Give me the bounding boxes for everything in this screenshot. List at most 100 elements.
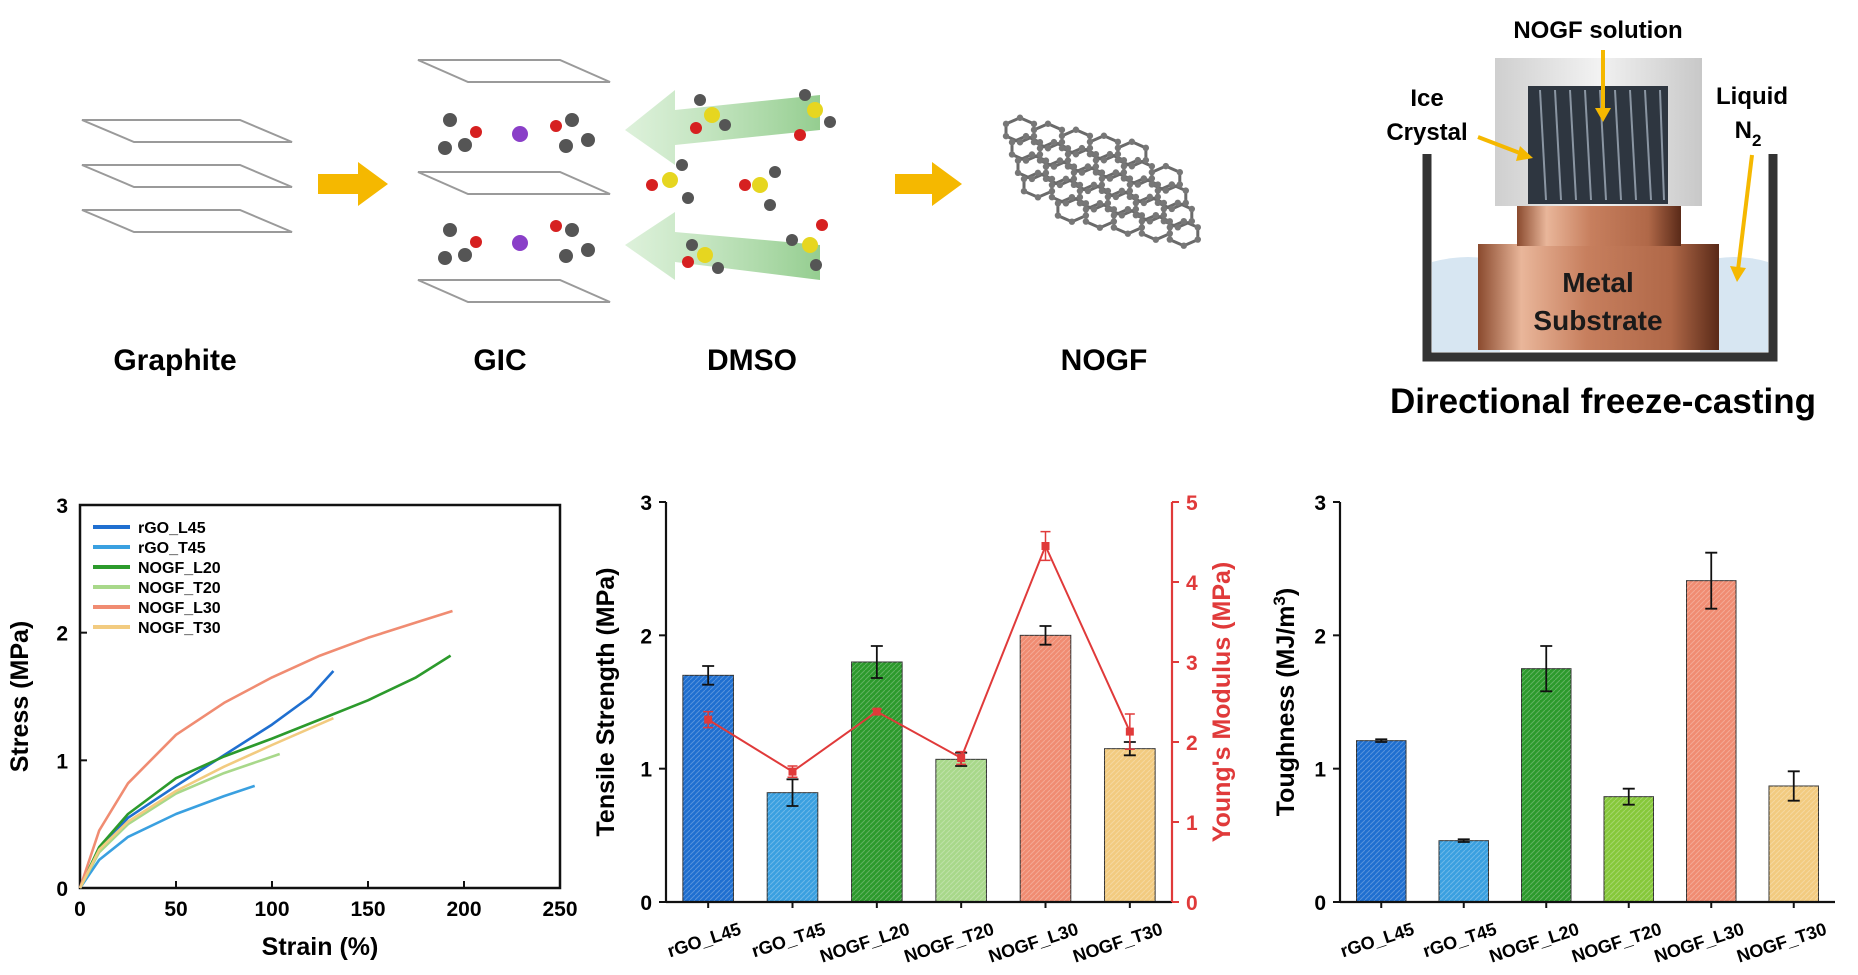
nogf-atom [1070,169,1078,176]
nogf-atom [1070,175,1078,183]
nogf-atom [1128,163,1136,170]
error-bar [786,778,799,807]
chart3-bars [1356,551,1819,903]
nogf-atom [1058,132,1066,140]
nogf-atom [1120,175,1128,182]
nogf-atom [1166,224,1174,231]
tensile-modulus-chart: 0 1 2 3 rGO_L45 rGO_T45NOGF_L20NOGF_T20NOGF_L… [592,492,1236,967]
error-bar [1457,838,1470,843]
nogf-solution-column [1528,86,1668,204]
chart1-legend-entry: rGO_L45 [138,520,206,537]
nogf-atom [1110,206,1118,213]
nogf-atom [1112,169,1120,176]
chart2-left-axis-label: Tensile Strength (MPa) [592,567,620,836]
nogf-atom [1068,218,1076,225]
category-label: NOGF_L30 [986,919,1081,967]
nogf-atom [1076,181,1084,189]
nogf-atom [1124,230,1132,237]
y-tick-label: 2 [640,625,652,648]
nogf-atom [1034,169,1042,177]
modulus-point [704,715,713,724]
chart1-legend-entry: rGO_T45 [138,540,206,557]
nogf-atom [1082,212,1090,219]
nogf-atom [1126,175,1134,182]
nogf-atom [1134,156,1142,164]
nogf-atom [1126,193,1134,201]
nogf-atom [1098,181,1106,189]
nogf-atom [1092,163,1100,170]
dmso-illustration [625,89,836,280]
nogf-atom [1048,188,1056,195]
nogf-atom [1114,138,1122,146]
error-bar [1622,787,1635,806]
nogf-atom [1098,187,1106,195]
nogf-atom [1078,169,1086,176]
nogf-atom [1188,205,1196,213]
nogf-atom [1110,212,1118,219]
chart1-x-tick-label: 250 [542,898,577,921]
nogf-atom [1180,242,1188,249]
nogf-atom [1086,144,1094,152]
nogf-atom [1106,150,1114,158]
nogf-atom [1100,157,1108,164]
freeze-casting-title: Directional freeze-casting [1390,382,1816,421]
chart1-legend: rGO_L45 rGO_T45 NOGF_L20 NOGF_T20 NOGF_L30 NO… [93,520,221,637]
bar-texture [1769,786,1819,902]
nogf-atom [1194,236,1201,243]
nogf-atom [1086,150,1094,158]
nogf-atom [1140,175,1148,182]
nogf-atom [1132,206,1140,213]
nogf-atom [1086,138,1094,146]
nogf-label: NOGF [1061,344,1148,377]
right-y-tick-label: 0 [1186,892,1198,915]
bar-texture [851,662,903,902]
nogf-atom [1110,224,1118,231]
nogf-atom [1154,199,1162,207]
chart1-series [78,609,453,889]
nogf-atom [1104,187,1112,195]
modulus-line [707,543,1131,773]
nogf-atom [1154,187,1162,194]
ice-crystal-label-line1: Ice [1410,85,1443,112]
nogf-atom [1002,120,1010,128]
chart1-x-tick-label: 150 [350,898,385,921]
nogf-atom [1120,157,1128,164]
metal-label-line1: Metal [1562,267,1634,298]
category-label: rGO_T45 [1420,919,1499,962]
nogf-atom [1148,169,1156,176]
dmso-molecules [646,89,836,274]
nogf-atom [1082,206,1090,213]
nogf-atom [1134,181,1142,188]
metal-substrate [1478,244,1719,350]
nogf-atom [1064,151,1072,158]
nogf-atom [1002,132,1010,140]
nogf-atom [1078,144,1086,152]
nogf-atom [1132,199,1140,207]
chart1-legend-entry: NOGF_L20 [138,560,221,577]
ice-crystal-label-line2: Crystal [1386,119,1467,146]
chart1-series-line [78,609,453,889]
category-label: NOGF_L20 [1487,919,1582,967]
nogf-atom [1090,181,1098,189]
nogf-atom [1160,205,1168,213]
nogf-atom [1180,218,1188,225]
nogf-atom [1154,193,1162,201]
error-bar [702,665,715,686]
nogf-atom [1062,200,1070,207]
chart1-y-tick-label: 0 [56,878,68,901]
nogf-atom [1048,181,1056,189]
modulus-point [872,707,881,716]
nogf-atom [1064,145,1072,152]
category-label: NOGF_T20 [902,919,997,967]
nogf-atom [1044,120,1052,127]
nogf-atom [1050,138,1058,146]
nogf-atom [1016,139,1024,146]
nogf-atom [1076,194,1084,201]
bar-texture [1020,635,1071,902]
freeze-casting-apparatus [1422,50,1778,362]
chart1-legend-entry: NOGF_T20 [138,580,221,597]
nogf-atom [1098,169,1106,176]
nogf-atom [1166,218,1174,225]
nogf-atom [1028,151,1036,158]
